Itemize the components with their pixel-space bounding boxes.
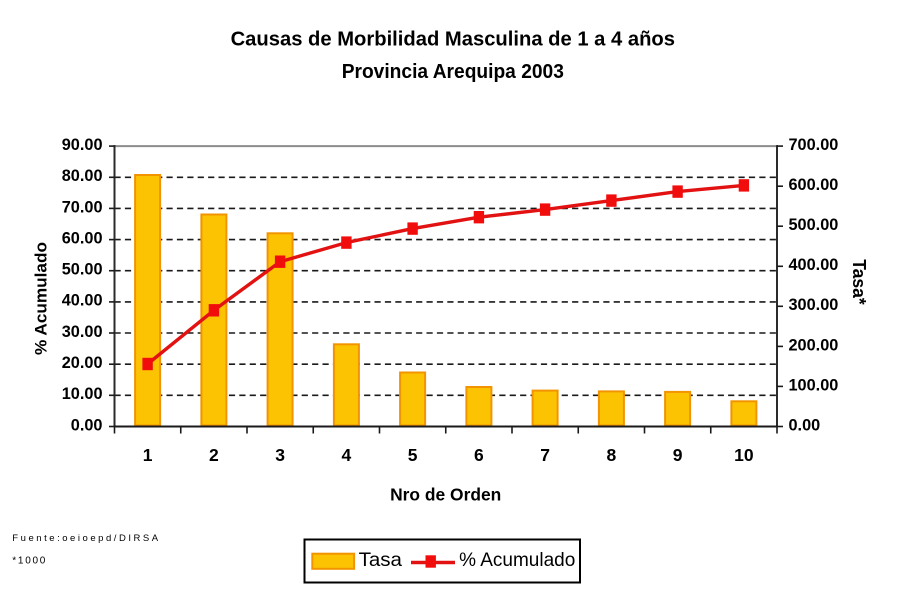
- svg-text:0.00: 0.00: [789, 416, 821, 434]
- svg-text:9: 9: [673, 445, 683, 465]
- svg-text:% Acumulado: % Acumulado: [32, 242, 51, 355]
- svg-text:1: 1: [143, 445, 153, 465]
- svg-text:8: 8: [607, 445, 617, 465]
- svg-text:7: 7: [540, 445, 550, 465]
- svg-text:10.00: 10.00: [62, 385, 103, 403]
- svg-text:20.00: 20.00: [62, 354, 103, 372]
- svg-text:40.00: 40.00: [62, 292, 103, 310]
- svg-text:30.00: 30.00: [62, 323, 103, 341]
- svg-text:Causas de Morbilidad Masculina: Causas de Morbilidad Masculina de 1 a 4 …: [231, 29, 675, 51]
- svg-text:50.00: 50.00: [62, 261, 103, 279]
- svg-text:% Acumulado: % Acumulado: [459, 549, 575, 571]
- svg-text:90.00: 90.00: [62, 136, 103, 154]
- svg-text:Tasa*: Tasa*: [849, 259, 869, 305]
- svg-text:60.00: 60.00: [62, 229, 103, 247]
- svg-text:0.00: 0.00: [71, 416, 103, 434]
- svg-text:4: 4: [342, 445, 352, 465]
- svg-text:6: 6: [474, 445, 484, 465]
- svg-text:Provincia Arequipa 2003: Provincia Arequipa 2003: [342, 61, 564, 83]
- svg-text:500.00: 500.00: [789, 216, 839, 234]
- svg-text:400.00: 400.00: [789, 256, 839, 274]
- svg-text:700.00: 700.00: [789, 136, 839, 154]
- svg-text:Nro de Orden: Nro de Orden: [390, 485, 501, 505]
- svg-text:100.00: 100.00: [789, 376, 839, 394]
- svg-text:Fuente:oeioepd/DIRSA: Fuente:oeioepd/DIRSA: [12, 533, 158, 544]
- svg-text:70.00: 70.00: [62, 198, 103, 216]
- svg-text:*1000: *1000: [12, 555, 45, 566]
- svg-text:3: 3: [275, 445, 285, 465]
- svg-text:2: 2: [209, 445, 219, 465]
- svg-text:300.00: 300.00: [789, 296, 839, 314]
- svg-text:600.00: 600.00: [789, 176, 839, 194]
- svg-text:Tasa: Tasa: [359, 549, 403, 571]
- svg-text:10: 10: [734, 445, 754, 465]
- svg-text:80.00: 80.00: [62, 167, 103, 185]
- svg-text:200.00: 200.00: [789, 336, 839, 354]
- svg-text:5: 5: [408, 445, 418, 465]
